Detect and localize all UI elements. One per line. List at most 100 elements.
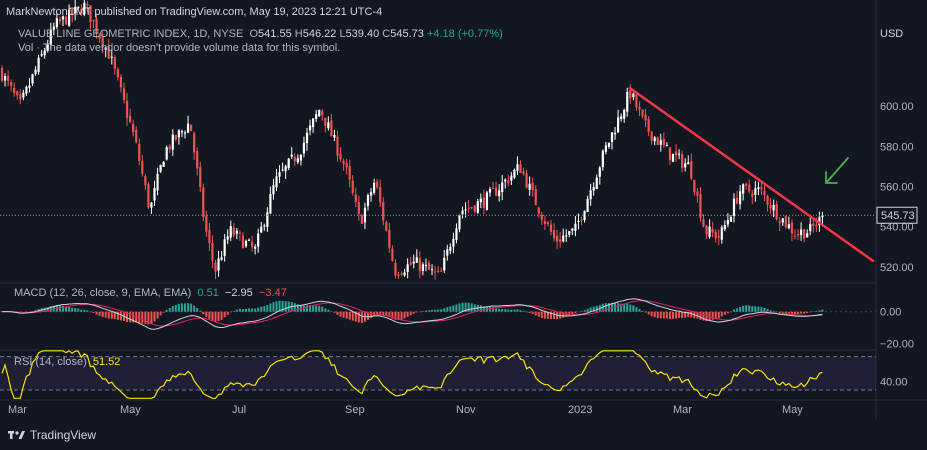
macd-histogram-bar [104,311,107,318]
candle-body [702,219,705,227]
candle-body [315,114,318,119]
macd-histogram-bar [449,306,452,312]
price-tick-label: 540.00 [880,222,914,234]
macd-histogram-bar [162,311,165,313]
symbol-name[interactable]: VALUE LINE GEOMETRIC INDEX, 1D, NYSE [18,28,244,40]
macd-histogram-bar [238,308,241,312]
tradingview-brand[interactable]: TradingView [8,428,96,442]
macd-histogram-bar [116,311,119,320]
candle-body [147,184,150,208]
candle-body [488,189,492,193]
macd-histogram-bar [668,311,671,320]
macd-histogram-bar [171,305,174,312]
candle-body [43,50,46,56]
macd-histogram-bar [428,310,430,312]
macd-histogram-bar [812,311,815,312]
macd-histogram-bar [80,309,83,312]
candle-body [156,173,159,191]
candle-body [476,201,479,213]
candle-body [412,261,415,264]
macd-histogram-bar [644,311,647,313]
macd-histogram-bar [821,309,824,312]
macd-histogram-bar [49,306,52,312]
macd-histogram-bar [467,302,470,312]
candle-body [464,209,467,211]
candle-body [388,229,391,248]
time-tick-label: Mar [673,404,692,416]
macd-histogram-bar [266,305,269,312]
macd-histogram-bar [220,311,223,320]
macd-histogram-bar [455,304,458,312]
macd-histogram-bar [540,311,543,318]
macd-histogram-bar [681,311,684,319]
macd-histogram-bar [440,309,443,312]
price-tick-label: 580.00 [880,141,914,153]
candle-body [159,164,162,172]
macd-histogram-bar [778,311,781,313]
macd-histogram-bar [101,311,104,318]
macd-histogram-bar [403,311,406,319]
candle-body [385,222,388,231]
macd-histogram-bar [495,308,498,312]
macd-histogram-bar [751,306,754,312]
macd-histogram-bar [604,303,607,312]
macd-histogram-bar [507,309,510,312]
macd-histogram-bar [739,306,742,312]
macd-histogram-bar [589,307,592,312]
candle-body [153,188,156,201]
candle-body [562,235,565,242]
rsi-label[interactable]: RSI (14, close) [14,356,87,368]
macd-histogram-bar [592,306,595,312]
macd-histogram-bar [626,303,629,312]
volume-notice: Vol · The data vendor doesn't provide vo… [18,42,340,54]
macd-histogram-bar [571,311,574,315]
macd-histogram-bar [705,311,708,322]
candle-body [25,86,28,94]
change-value: +4.18 (+0.77%) [426,28,503,40]
candle-body [177,130,180,138]
macd-histogram-bar [717,311,720,319]
macd-histogram-bar [790,311,793,315]
macd-histogram-bar [763,307,766,312]
candle-body [519,164,522,173]
macd-histogram-bar [202,311,205,315]
candle-body [202,187,205,218]
macd-histogram-bar [577,311,580,313]
macd-histogram-bar [31,311,34,312]
macd-histogram-bar [601,303,604,312]
macd-histogram-bar [736,308,739,312]
candle-body [632,93,635,98]
macd-histogram-bar [629,304,632,312]
macd-histogram-bar [339,311,342,317]
macd-histogram-bar [775,311,778,313]
candle-body [565,235,568,237]
macd-histogram-bar [28,311,31,313]
candle-body [366,195,370,207]
high-value: 546.22 [302,28,337,40]
candle-body [324,117,327,126]
candle-body [64,16,68,25]
candle-body [208,229,211,243]
candle-body [705,225,708,235]
candle-body [617,117,620,133]
macd-histogram-bar [543,311,546,319]
macd-histogram-bar [461,302,464,312]
candle-body [522,171,525,174]
macd-histogram-bar [650,311,653,317]
macd-histogram-bar [345,311,348,319]
candle-body [552,230,556,239]
candle-body [821,215,824,218]
macd-histogram-bar [516,309,519,312]
time-tick-label: Mar [8,404,27,416]
macd-tick-label: −20.00 [880,339,914,351]
candle-body [135,129,138,143]
macd-label[interactable]: MACD (12, 26, close, 9, EMA, EMA) [14,287,192,299]
macd-histogram-bar [193,305,196,312]
candle-body [293,157,296,162]
candle-body [501,182,504,193]
macd-histogram-bar [818,310,821,312]
candle-body [80,9,83,15]
macd-histogram-bar [107,311,110,319]
candle-body [629,89,632,99]
